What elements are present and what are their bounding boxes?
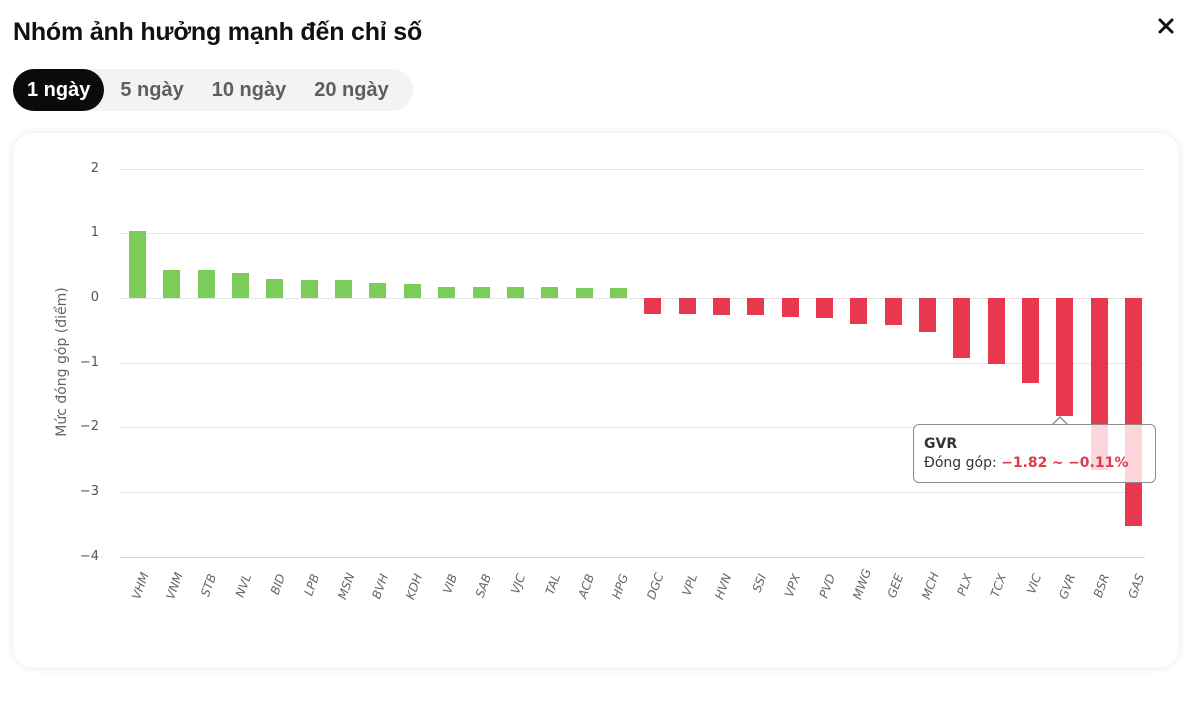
bar-tcx[interactable] — [988, 298, 1005, 364]
bar-hpg[interactable] — [610, 288, 627, 298]
close-button[interactable] — [1154, 14, 1178, 38]
tooltip-label: Đóng góp: — [924, 455, 997, 471]
tab-5-days[interactable]: 5 ngày — [120, 79, 184, 101]
tooltip-title: GVR — [924, 436, 958, 452]
bar-gas[interactable] — [1125, 298, 1142, 526]
bar-nvl[interactable] — [232, 273, 249, 298]
bar-plx[interactable] — [953, 298, 970, 358]
tab-10-days[interactable]: 10 ngày — [211, 79, 287, 101]
period-tabs: 1 ngày 5 ngày 10 ngày 20 ngày — [13, 69, 413, 111]
bar-ssi[interactable] — [747, 298, 764, 315]
bar-kdh[interactable] — [404, 284, 421, 298]
bar-dgc[interactable] — [644, 298, 661, 314]
bar-pvd[interactable] — [816, 298, 833, 318]
bar-tal[interactable] — [541, 287, 558, 298]
tooltip-arrow-inner — [1053, 418, 1067, 425]
bar-mwg[interactable] — [850, 298, 867, 324]
bar-vpx[interactable] — [782, 298, 799, 317]
page-title: Nhóm ảnh hưởng mạnh đến chỉ số — [13, 18, 423, 46]
bar-vic[interactable] — [1022, 298, 1039, 383]
bar-vpl[interactable] — [679, 298, 696, 314]
bar-bvh[interactable] — [369, 283, 386, 298]
tab-1-day[interactable]: 1 ngày — [13, 69, 105, 111]
bar-stb[interactable] — [198, 270, 215, 298]
chart-tooltip: GVR Đóng góp: −1.82 ~ −0.11% — [913, 424, 1156, 483]
bar-gvr[interactable] — [1056, 298, 1073, 416]
tooltip-value: −1.82 — [1001, 455, 1048, 471]
tab-20-days[interactable]: 20 ngày — [314, 79, 389, 101]
bar-sab[interactable] — [473, 287, 490, 298]
tooltip-separator: ~ — [1051, 455, 1064, 471]
bar-bid[interactable] — [266, 279, 283, 298]
bar-gee[interactable] — [885, 298, 902, 325]
tooltip-row: Đóng góp: −1.82 ~ −0.11% — [924, 453, 1155, 473]
bar-lpb[interactable] — [301, 280, 318, 298]
bar-msn[interactable] — [335, 280, 352, 298]
chart-card — [13, 133, 1179, 668]
bar-vib[interactable] — [438, 287, 455, 298]
bar-vhm[interactable] — [129, 231, 146, 298]
tooltip-percent: −0.11% — [1068, 455, 1129, 471]
bar-vjc[interactable] — [507, 287, 524, 298]
bar-acb[interactable] — [576, 288, 593, 298]
bar-mch[interactable] — [919, 298, 936, 332]
bar-hvn[interactable] — [713, 298, 730, 315]
bar-vnm[interactable] — [163, 270, 180, 298]
close-icon — [1158, 18, 1174, 34]
